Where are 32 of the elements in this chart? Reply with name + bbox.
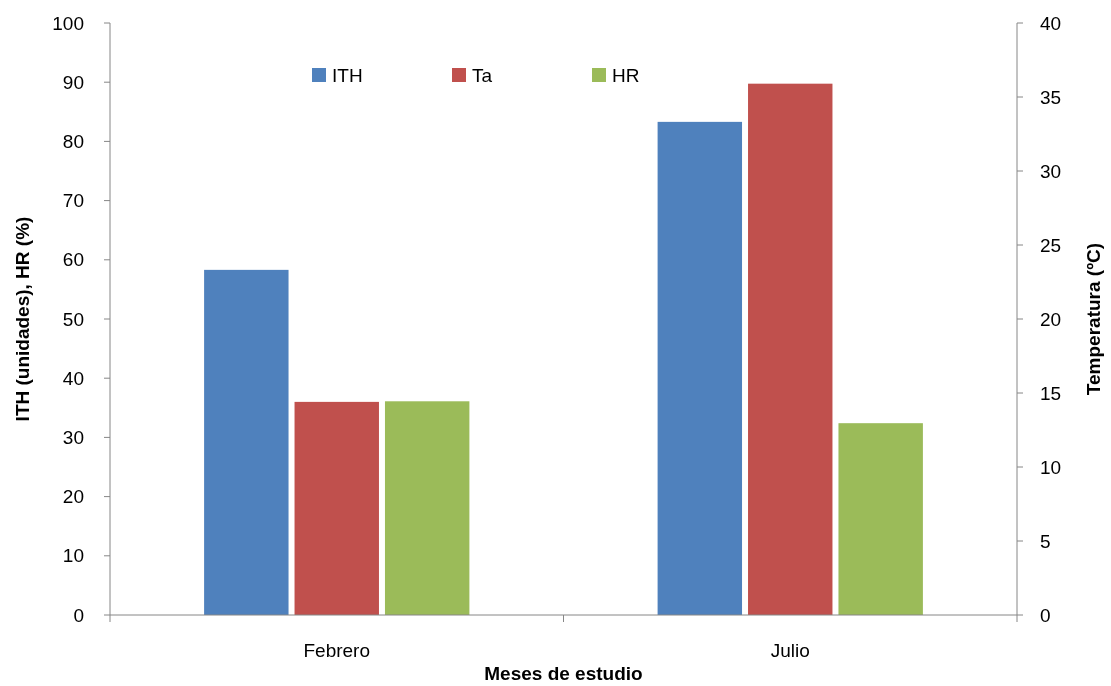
y2-tick-label: 25 bbox=[1040, 234, 1062, 256]
y-axis-title: ITH (unidades), HR (%) bbox=[11, 216, 33, 422]
y2-axis-title: Temperatura (ºC) bbox=[1082, 242, 1104, 396]
y2-tick-label: 15 bbox=[1040, 382, 1062, 404]
bar bbox=[204, 269, 289, 615]
y-tick-label: 90 bbox=[62, 71, 84, 93]
legend-label: ITH bbox=[332, 64, 363, 86]
y2-tick-label: 5 bbox=[1040, 530, 1051, 552]
y-tick-label: 10 bbox=[62, 545, 84, 567]
y2-tick-label: 40 bbox=[1040, 12, 1062, 34]
y2-tick-label: 0 bbox=[1040, 604, 1051, 626]
x-tick-label: Julio bbox=[770, 639, 810, 661]
y2-tick-label: 30 bbox=[1040, 160, 1062, 182]
y-tick-label: 30 bbox=[62, 427, 84, 449]
y2-tick-label: 20 bbox=[1040, 308, 1062, 330]
y-tick-label: 50 bbox=[62, 308, 84, 330]
bar bbox=[838, 423, 923, 615]
y-tick-label: 100 bbox=[52, 12, 84, 34]
y-tick-label: 70 bbox=[62, 190, 84, 212]
y-tick-label: 80 bbox=[62, 131, 84, 153]
x-tick-label: Febrero bbox=[303, 639, 371, 661]
y2-tick-label: 10 bbox=[1040, 456, 1062, 478]
y2-tick-label: 35 bbox=[1040, 86, 1062, 108]
x-axis-title: Meses de estudio bbox=[484, 662, 643, 684]
y-tick-label: 40 bbox=[62, 367, 84, 389]
bar bbox=[384, 401, 470, 615]
bar bbox=[657, 121, 743, 615]
legend-label: HR bbox=[612, 64, 640, 86]
legend-label: Ta bbox=[472, 64, 493, 86]
y-tick-label: 20 bbox=[62, 486, 84, 508]
y-tick-label: 60 bbox=[62, 249, 84, 271]
y-tick-label: 0 bbox=[73, 604, 84, 626]
